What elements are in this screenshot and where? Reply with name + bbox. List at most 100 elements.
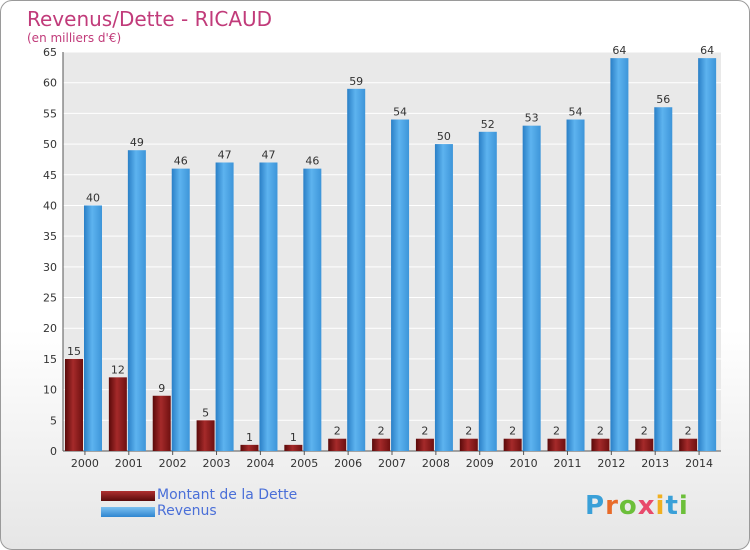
- bar-dette: [372, 438, 391, 451]
- bar-dette: [459, 438, 478, 451]
- y-tick-label: 60: [43, 77, 57, 90]
- data-label: 2: [334, 425, 341, 438]
- y-tick-label: 25: [43, 292, 57, 305]
- bar-revenus: [347, 88, 366, 451]
- bar-revenus: [84, 205, 102, 451]
- bar-revenus: [610, 58, 629, 452]
- y-tick-label: 55: [43, 107, 57, 120]
- logo-letter: t: [665, 491, 679, 521]
- x-tick-label: 2010: [510, 457, 538, 470]
- x-tick-label: 2011: [553, 457, 581, 470]
- data-label: 46: [174, 155, 188, 168]
- y-tick-label: 20: [43, 322, 57, 335]
- bar-dette: [635, 438, 654, 451]
- x-tick-label: 2013: [641, 457, 669, 470]
- legend-swatch-revenus: [101, 507, 155, 517]
- x-tick-label: 2004: [246, 457, 274, 470]
- x-tick-label: 2009: [466, 457, 494, 470]
- bar-revenus: [127, 150, 146, 451]
- data-label: 56: [656, 93, 670, 106]
- bar-revenus: [303, 168, 322, 451]
- data-label: 2: [421, 425, 428, 438]
- data-label: 15: [67, 345, 81, 358]
- legend-label-revenus: Revenus: [157, 503, 217, 519]
- bar-revenus: [259, 162, 278, 451]
- data-label: 47: [261, 148, 275, 161]
- bar-revenus: [522, 125, 541, 452]
- legend-swatch-dette: [101, 491, 155, 501]
- data-label: 40: [86, 191, 100, 204]
- bar-revenus: [698, 58, 717, 452]
- logo-letter: i: [678, 491, 689, 521]
- x-tick-label: 2005: [290, 457, 318, 470]
- bar-dette: [108, 377, 127, 451]
- x-tick-label: 2003: [203, 457, 231, 470]
- bar-dette: [503, 438, 522, 451]
- y-tick-label: 50: [43, 138, 57, 151]
- data-label: 2: [378, 425, 385, 438]
- chart-title: Revenus/Dette - RICAUD: [27, 7, 273, 31]
- data-label: 2: [685, 425, 692, 438]
- data-label: 46: [305, 155, 319, 168]
- data-label: 2: [465, 425, 472, 438]
- bar-dette: [196, 420, 215, 451]
- logo-letter: r: [605, 491, 619, 521]
- y-tick-label: 15: [43, 353, 57, 366]
- data-label: 54: [393, 106, 407, 119]
- x-tick-label: 2008: [422, 457, 450, 470]
- logo-letter: P: [585, 491, 606, 521]
- data-label: 52: [481, 118, 495, 131]
- y-tick-label: 45: [43, 169, 57, 182]
- y-tick-label: 40: [43, 199, 57, 212]
- bar-dette: [415, 438, 434, 451]
- x-tick-label: 2002: [159, 457, 187, 470]
- logo-letter: o: [618, 491, 638, 521]
- data-label: 2: [509, 425, 516, 438]
- x-tick-label: 2014: [685, 457, 713, 470]
- data-label: 47: [218, 148, 232, 161]
- data-label: 1: [290, 431, 297, 444]
- bar-revenus: [654, 107, 673, 451]
- data-label: 12: [111, 363, 125, 376]
- x-tick-label: 2012: [597, 457, 625, 470]
- logo-letter: x: [637, 491, 656, 521]
- chart-subtitle: (en milliers d'€): [27, 31, 122, 45]
- data-label: 2: [553, 425, 560, 438]
- x-tick-label: 2000: [71, 457, 99, 470]
- legend-label-dette: Montant de la Dette: [157, 487, 298, 503]
- bar-revenus: [391, 119, 410, 452]
- bar-dette: [679, 438, 698, 451]
- bar-dette: [591, 438, 610, 451]
- bar-dette: [284, 444, 303, 451]
- bar-dette: [152, 395, 171, 451]
- bar-revenus: [566, 119, 585, 452]
- logo-letter: i: [655, 491, 666, 521]
- data-label: 2: [597, 425, 604, 438]
- y-tick-label: 10: [43, 384, 57, 397]
- data-label: 64: [612, 44, 626, 57]
- y-tick-label: 5: [50, 414, 57, 427]
- data-label: 2: [641, 425, 648, 438]
- y-tick-label: 65: [43, 46, 57, 59]
- bar-dette: [65, 358, 83, 451]
- bar-revenus: [434, 144, 453, 452]
- y-tick-label: 0: [50, 445, 57, 458]
- y-tick-label: 30: [43, 261, 57, 274]
- bar-revenus: [171, 168, 190, 451]
- data-label: 49: [130, 136, 144, 149]
- data-label: 59: [349, 75, 363, 88]
- x-tick-label: 2007: [378, 457, 406, 470]
- data-label: 50: [437, 130, 451, 143]
- y-tick-label: 35: [43, 230, 57, 243]
- data-label: 5: [202, 406, 209, 419]
- data-label: 53: [525, 112, 539, 125]
- proxiti-logo: Proxiti: [585, 491, 689, 521]
- x-tick-label: 2001: [115, 457, 143, 470]
- bar-dette: [328, 438, 347, 451]
- bar-revenus: [478, 131, 497, 452]
- x-tick-label: 2006: [334, 457, 362, 470]
- bar-dette: [547, 438, 566, 451]
- bar-revenus: [215, 162, 234, 451]
